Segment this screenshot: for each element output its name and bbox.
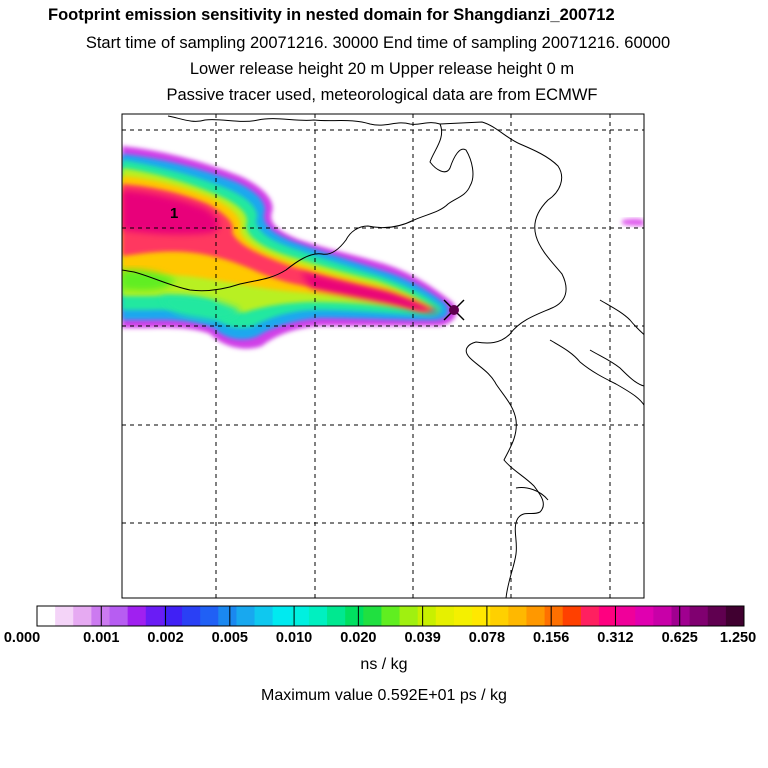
colorbar-tick-label: 0.078: [468, 630, 506, 646]
max-value: Maximum value 0.592E+01 ps / kg: [261, 687, 507, 704]
graticule: [122, 114, 644, 598]
colorbar-tick-label: 0.156: [533, 630, 570, 646]
map-frame: [121, 113, 645, 599]
colorbar-swatch: [290, 606, 310, 626]
colorbar-swatch: [435, 606, 455, 626]
colorbar-swatch: [182, 606, 201, 626]
colorbar-tick-label: 0.039: [404, 630, 441, 646]
colorbar-swatch: [145, 606, 165, 626]
colorbar-swatch: [218, 606, 237, 626]
plume: [122, 146, 644, 349]
colorbar-swatch: [73, 606, 92, 626]
colorbar-swatch: [617, 606, 636, 626]
colorbar-swatch: [399, 606, 419, 626]
colorbar-swatch: [490, 606, 509, 626]
colorbar-tick-label: 0.000: [3, 630, 41, 646]
colorbar-swatch: [707, 606, 727, 626]
colorbar-swatch: [236, 606, 256, 626]
colorbar-swatch: [55, 606, 74, 626]
colorbar-tick-label: 0.312: [597, 630, 634, 646]
colorbar-tick-label: 1.250: [719, 630, 757, 646]
colorbar-swatch: [37, 606, 56, 626]
colorbar-swatch: [580, 606, 600, 626]
colorbar-swatch: [653, 606, 672, 626]
colorbar-swatch: [200, 606, 219, 626]
colorbar-tick-label: 0.625: [661, 630, 698, 646]
colorbar-swatch: [363, 606, 382, 626]
colorbar-swatch: [381, 606, 401, 626]
colorbar-swatch: [598, 606, 618, 626]
colorbar-tick-label: 0.001: [83, 630, 120, 646]
colorbar-swatch: [725, 606, 745, 626]
station-x-marker: [443, 299, 465, 321]
colorbar-swatch: [345, 606, 364, 626]
contour-label: 1: [170, 205, 178, 222]
colorbar-swatch: [453, 606, 473, 626]
colorbar-swatch: [526, 606, 546, 626]
tracer-info: Passive tracer used, meteorological data…: [166, 86, 598, 104]
colorbar-swatch: [544, 606, 564, 626]
colorbar-swatch: [127, 606, 147, 626]
colorbar-tick-label: 0.002: [147, 630, 184, 646]
colorbar-swatch: [254, 606, 274, 626]
colorbar-tick-label: 0.010: [275, 630, 313, 646]
units-label: ns / kg: [360, 656, 408, 673]
colorbar-swatch: [327, 606, 346, 626]
colorbar-swatch: [689, 606, 709, 626]
colorbar-swatch: [508, 606, 527, 626]
colorbar-tick-label: 0.005: [211, 630, 248, 646]
colorbar-swatch: [562, 606, 582, 626]
plot-title: Footprint emission sensitivity in nested…: [48, 6, 615, 24]
colorbar-swatch: [272, 606, 292, 626]
coastlines: [122, 115, 644, 598]
release-heights: Lower release height 20 m Upper release …: [189, 60, 575, 78]
colorbar-swatch: [308, 606, 328, 626]
colorbar-swatch: [635, 606, 654, 626]
sampling-times: Start time of sampling 20071216. 30000 E…: [85, 34, 671, 52]
colorbar-border: [36, 605, 745, 627]
colorbar-swatch: [109, 606, 129, 626]
colorbar-swatch: [472, 606, 491, 626]
colorbar-swatch: [417, 606, 437, 626]
colorbar-swatch: [91, 606, 111, 626]
colorbar-swatch: [671, 606, 691, 626]
colorbar-swatch: [163, 606, 183, 626]
colorbar-tick-label: 0.020: [340, 630, 377, 646]
colorbar: [36, 605, 745, 627]
